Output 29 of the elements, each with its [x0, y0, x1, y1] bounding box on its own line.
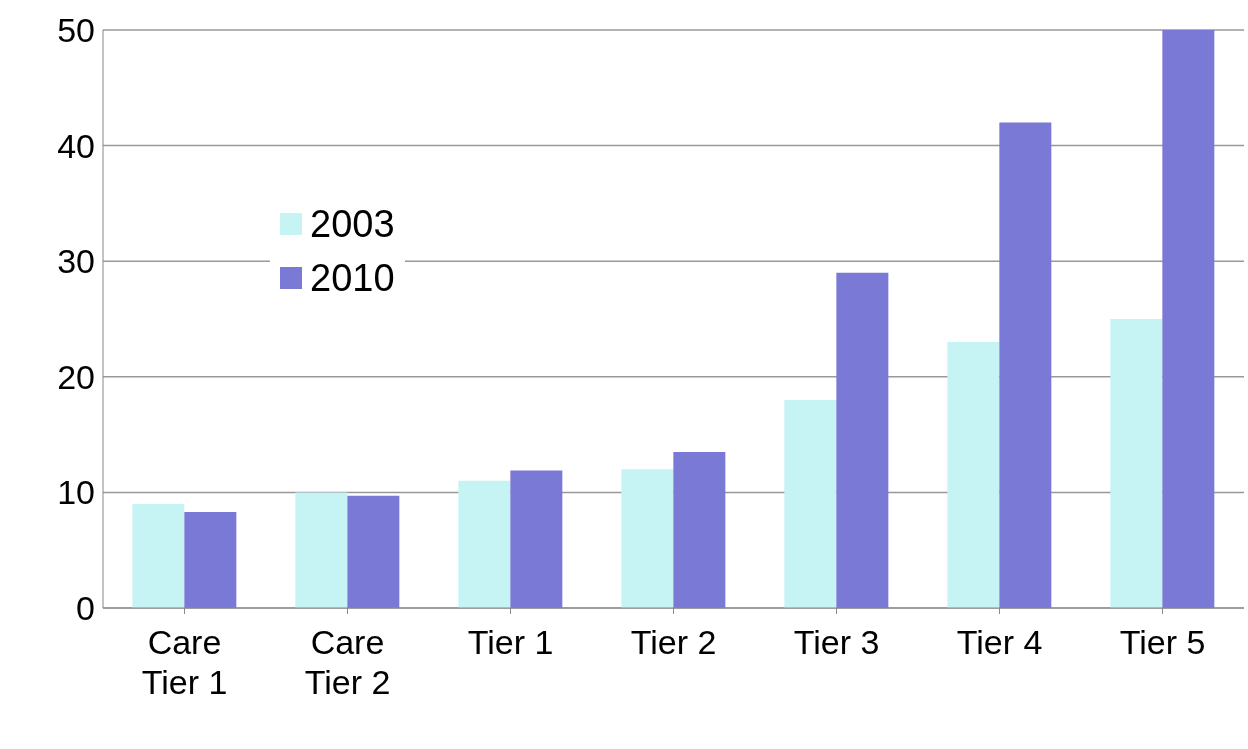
legend-label: 2010 — [310, 256, 395, 301]
bar — [999, 122, 1052, 608]
y-tick-label: 10 — [57, 473, 95, 512]
legend-label: 2003 — [310, 202, 395, 247]
bar — [947, 342, 1000, 608]
bar — [295, 492, 348, 608]
bar — [1162, 30, 1215, 608]
y-tick-label: 50 — [57, 11, 95, 50]
x-tick-label: Tier 5 — [1119, 623, 1206, 661]
y-tick-label: 30 — [57, 242, 95, 281]
bar — [784, 399, 837, 608]
bar — [132, 503, 185, 608]
y-tick-label: 20 — [57, 357, 95, 396]
x-tick-label: Tier 2 — [630, 623, 717, 661]
bar — [621, 469, 674, 608]
y-tick-label: 0 — [76, 589, 95, 628]
bar — [184, 512, 237, 608]
x-tick-label: Care Tier 1 — [141, 623, 228, 701]
bar — [1110, 319, 1163, 608]
bar — [347, 495, 400, 608]
bar — [673, 451, 726, 608]
y-tick-label: 40 — [57, 126, 95, 165]
x-tick-label: Tier 1 — [467, 623, 554, 661]
x-tick-label: Tier 4 — [956, 623, 1043, 661]
x-tick-label: Care Tier 2 — [304, 623, 391, 701]
x-tick-label: Tier 3 — [793, 623, 880, 661]
bar — [836, 272, 889, 608]
bar — [510, 470, 563, 608]
bar — [458, 480, 511, 608]
